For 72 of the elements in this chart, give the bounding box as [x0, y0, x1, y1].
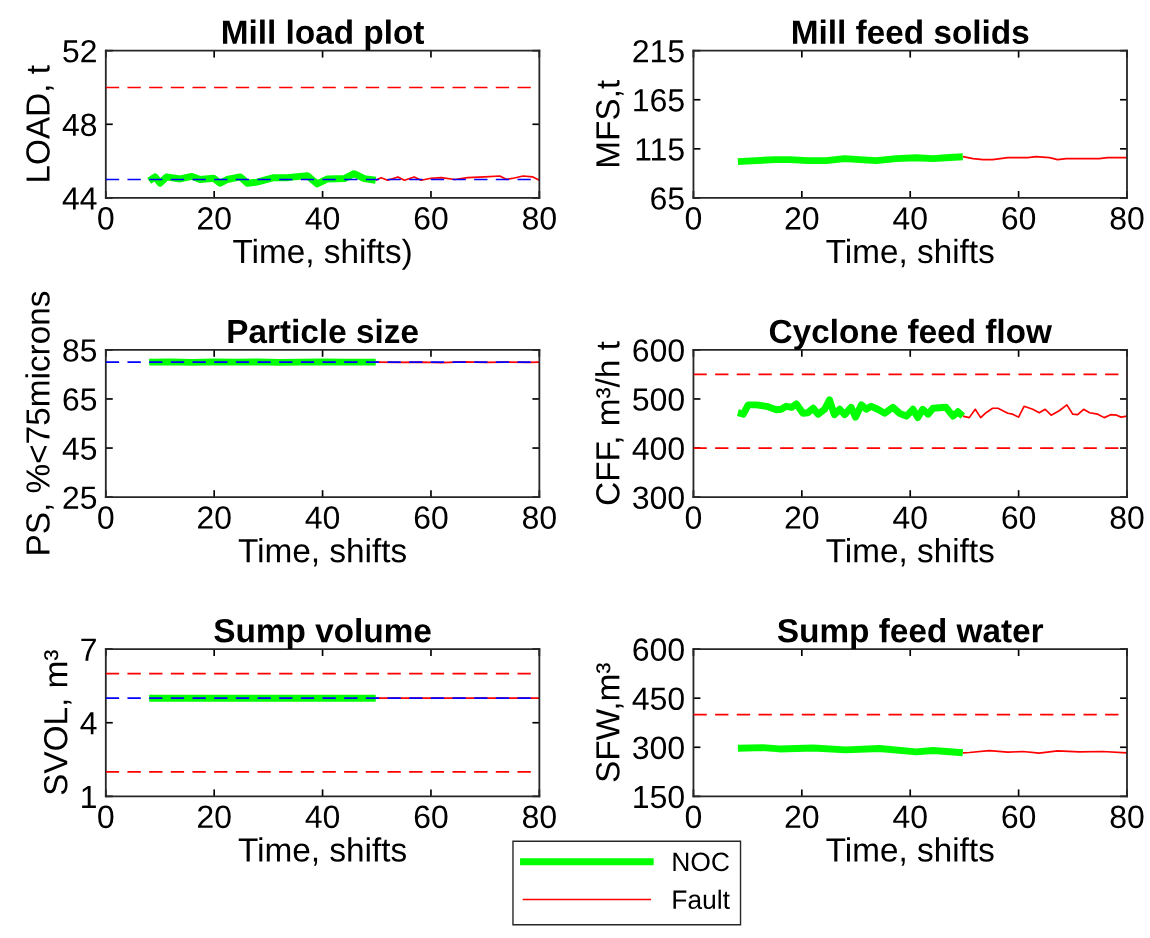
x-tick-label: 20	[198, 207, 231, 230]
y-tick-label: 165	[634, 89, 684, 112]
x-tick-label: 0	[98, 207, 114, 230]
y-axis-title: LOAD, t	[26, 65, 54, 181]
y-tick-label: 1	[82, 785, 96, 808]
y-axis-title: PS, %<75microns	[25, 291, 54, 554]
x-tick-label: 80	[1110, 207, 1144, 230]
y-tick-label: 450	[632, 687, 684, 711]
x-tick-label: 20	[198, 805, 231, 829]
x-tick-label: 40	[893, 207, 927, 230]
x-tick-label: 60	[1002, 506, 1036, 529]
x-tick-label: 20	[785, 506, 819, 529]
y-tick-label: 7	[81, 638, 96, 661]
y-tick-label: 65	[63, 388, 97, 411]
y-axis-title: MFS,t	[596, 80, 624, 166]
y-tick-label: 215	[633, 39, 684, 63]
y-tick-label: 52	[63, 39, 96, 63]
x-tick-label: 20	[198, 506, 231, 529]
x-axis-title: Time, shifts	[826, 837, 994, 866]
y-tick-label: 300	[633, 486, 684, 510]
x-tick-label: 80	[522, 805, 556, 829]
legend-label: NOC	[673, 852, 729, 872]
x-tick-label: 0	[685, 805, 702, 829]
x-tick-label: 40	[893, 506, 927, 529]
y-tick-label: 25	[63, 486, 97, 510]
y-tick-label: 150	[634, 785, 684, 809]
x-tick-label: 0	[98, 805, 114, 829]
y-tick-label: 600	[633, 638, 684, 661]
y-tick-label: 48	[62, 113, 97, 137]
chart-title: Mill feed solids	[793, 19, 1029, 45]
y-tick-label: 400	[632, 437, 684, 460]
x-axis-title: Time, shifts	[826, 238, 994, 268]
chart-title: Sump volume	[214, 618, 431, 650]
x-axis-title: Time, shifts	[238, 837, 406, 866]
chart-title: Cyclone feed flow	[769, 318, 1052, 350]
x-tick-label: 40	[305, 207, 340, 230]
x-tick-label: 80	[522, 506, 556, 529]
y-tick-label: 85	[63, 339, 97, 362]
x-tick-label: 60	[1002, 207, 1036, 230]
y-tick-label: 300	[633, 736, 684, 760]
x-tick-label: 60	[414, 506, 448, 529]
x-tick-label: 60	[1002, 805, 1036, 829]
y-axis-title: SVOL, m³	[43, 650, 72, 795]
x-tick-label: 0	[685, 506, 702, 529]
x-tick-label: 80	[1110, 805, 1144, 829]
y-tick-label: 600	[633, 339, 684, 362]
chart-title: Particle size	[228, 318, 418, 344]
x-axis-title: Time, shifts	[238, 538, 406, 567]
y-axis-title: CFF, m³/h t	[595, 341, 624, 505]
y-tick-label: 45	[62, 437, 97, 460]
y-tick-label: 65	[651, 187, 684, 210]
y-tick-label: 500	[633, 388, 684, 411]
y-tick-label: 4	[80, 712, 97, 735]
chart-title: Sump feed water	[777, 618, 1044, 650]
x-axis-title: Time, shifts)	[233, 238, 411, 270]
y-tick-label: 115	[636, 138, 684, 161]
legend-label: Fault	[673, 889, 730, 910]
x-tick-label: 60	[414, 207, 448, 230]
chart-title: Mill load plot	[222, 19, 425, 51]
y-axis-title: SFW,m³	[596, 663, 624, 782]
x-tick-label: 40	[893, 805, 927, 829]
x-tick-label: 20	[785, 805, 819, 829]
x-tick-label: 40	[305, 506, 340, 529]
x-tick-label: 80	[1110, 506, 1144, 529]
y-tick-label: 44	[62, 187, 97, 210]
x-axis-title: Time, shifts	[826, 538, 994, 567]
x-tick-label: 20	[785, 207, 819, 230]
x-tick-label: 40	[305, 805, 340, 829]
x-tick-label: 0	[98, 506, 114, 529]
x-tick-label: 80	[522, 207, 556, 230]
x-tick-label: 60	[414, 805, 448, 829]
x-tick-label: 0	[685, 207, 702, 230]
